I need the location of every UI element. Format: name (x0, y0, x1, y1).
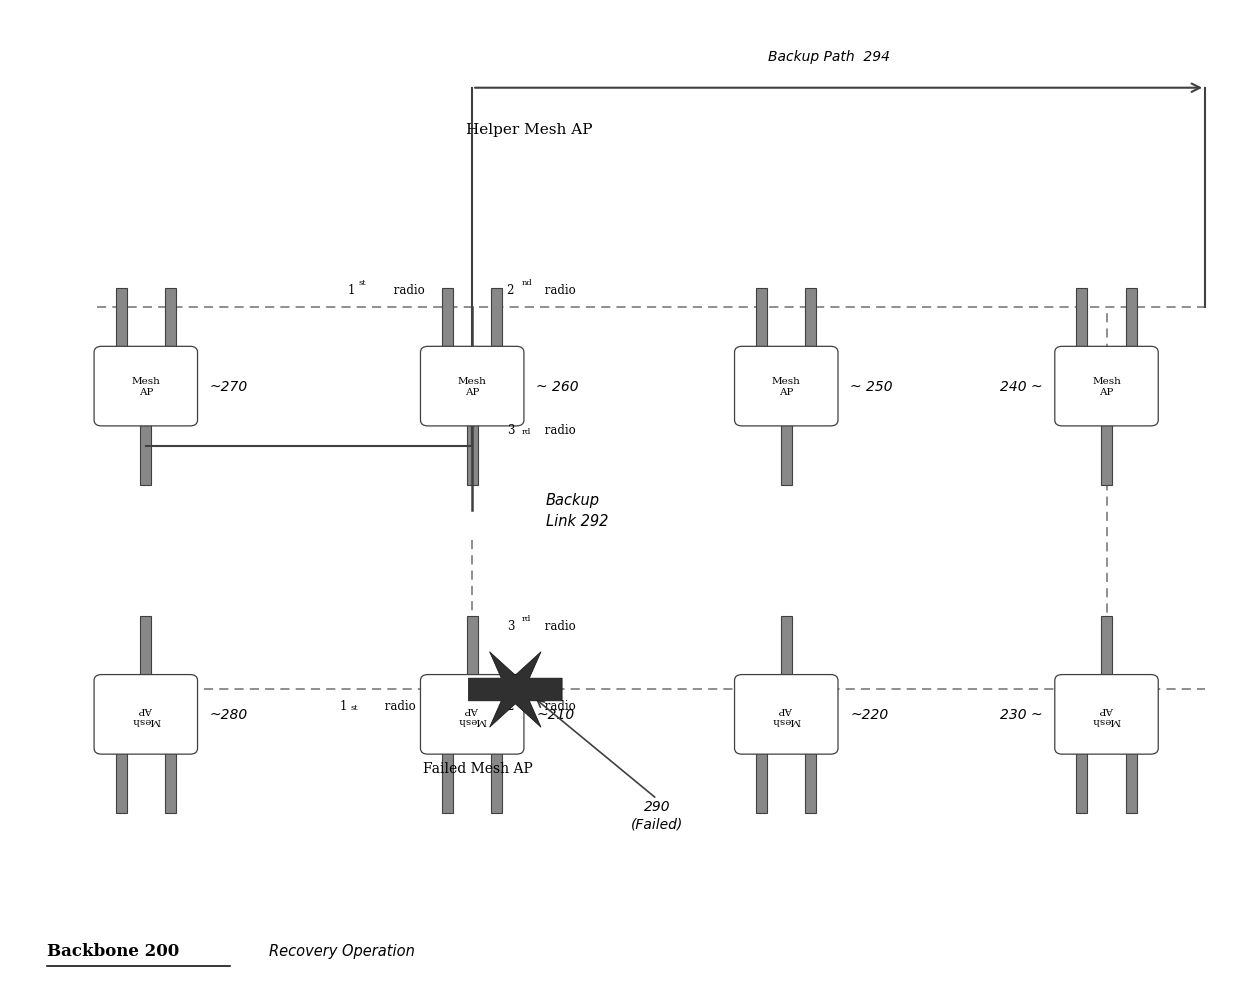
FancyBboxPatch shape (756, 289, 768, 353)
Text: nd: nd (522, 279, 532, 287)
Text: Recovery Operation: Recovery Operation (269, 943, 415, 958)
Text: ~280: ~280 (210, 707, 248, 721)
Text: Backup Path  294: Backup Path 294 (769, 50, 890, 64)
Text: nd: nd (522, 703, 532, 711)
Text: Mesh
AP: Mesh AP (458, 704, 486, 724)
Text: radio: radio (541, 424, 575, 437)
Text: 3: 3 (507, 619, 515, 632)
Text: 1: 1 (340, 699, 346, 712)
FancyBboxPatch shape (781, 421, 792, 485)
Text: rd: rd (522, 428, 531, 436)
FancyBboxPatch shape (94, 675, 197, 755)
FancyBboxPatch shape (441, 289, 453, 353)
FancyBboxPatch shape (1126, 289, 1137, 353)
FancyBboxPatch shape (165, 748, 176, 813)
Text: 290
(Failed): 290 (Failed) (631, 800, 683, 831)
Text: Mesh
AP: Mesh AP (131, 377, 160, 397)
Text: 2: 2 (507, 284, 515, 297)
Text: 3: 3 (507, 424, 515, 437)
Text: Mesh
AP: Mesh AP (458, 377, 486, 397)
Text: ~ 250: ~ 250 (851, 380, 893, 394)
FancyBboxPatch shape (805, 289, 816, 353)
Text: Backbone 200: Backbone 200 (47, 942, 180, 959)
FancyBboxPatch shape (805, 748, 816, 813)
FancyBboxPatch shape (1101, 616, 1112, 680)
Text: ~220: ~220 (851, 707, 889, 721)
Text: radio: radio (389, 284, 424, 297)
Text: ~210: ~210 (536, 707, 574, 721)
Text: ~ 260: ~ 260 (536, 380, 579, 394)
FancyBboxPatch shape (140, 616, 151, 680)
FancyBboxPatch shape (1101, 421, 1112, 485)
FancyBboxPatch shape (734, 675, 838, 755)
FancyBboxPatch shape (165, 289, 176, 353)
FancyBboxPatch shape (1055, 347, 1158, 427)
Text: Mesh
AP: Mesh AP (1092, 377, 1121, 397)
Text: Mesh
AP: Mesh AP (1092, 704, 1121, 724)
FancyBboxPatch shape (420, 347, 525, 427)
Text: radio: radio (541, 699, 575, 712)
FancyBboxPatch shape (140, 421, 151, 485)
FancyBboxPatch shape (466, 616, 477, 680)
FancyBboxPatch shape (115, 748, 126, 813)
Text: 230 ~: 230 ~ (999, 707, 1043, 721)
Text: st: st (358, 279, 367, 287)
Text: 240 ~: 240 ~ (999, 380, 1043, 394)
Text: Mesh
AP: Mesh AP (771, 704, 801, 724)
FancyBboxPatch shape (1076, 289, 1087, 353)
Text: 1: 1 (347, 284, 355, 297)
Text: Mesh
AP: Mesh AP (131, 704, 160, 724)
Text: 2: 2 (507, 699, 515, 712)
FancyBboxPatch shape (491, 748, 502, 813)
FancyBboxPatch shape (115, 289, 126, 353)
Text: ~270: ~270 (210, 380, 248, 394)
FancyBboxPatch shape (441, 748, 453, 813)
FancyBboxPatch shape (734, 347, 838, 427)
Text: rd: rd (522, 614, 531, 622)
FancyBboxPatch shape (756, 748, 768, 813)
Polygon shape (469, 652, 562, 727)
Text: Mesh
AP: Mesh AP (771, 377, 801, 397)
Text: Backup
Link 292: Backup Link 292 (546, 493, 609, 529)
Text: radio: radio (381, 699, 415, 712)
FancyBboxPatch shape (94, 347, 197, 427)
FancyBboxPatch shape (1055, 675, 1158, 755)
FancyBboxPatch shape (466, 421, 477, 485)
Text: Failed Mesh AP: Failed Mesh AP (423, 762, 533, 776)
FancyBboxPatch shape (491, 289, 502, 353)
FancyBboxPatch shape (1126, 748, 1137, 813)
FancyBboxPatch shape (420, 675, 525, 755)
FancyBboxPatch shape (781, 616, 792, 680)
Text: st: st (350, 703, 358, 711)
Text: radio: radio (541, 284, 575, 297)
FancyBboxPatch shape (1076, 748, 1087, 813)
Text: radio: radio (541, 619, 575, 632)
Text: Helper Mesh AP: Helper Mesh AP (466, 123, 593, 137)
